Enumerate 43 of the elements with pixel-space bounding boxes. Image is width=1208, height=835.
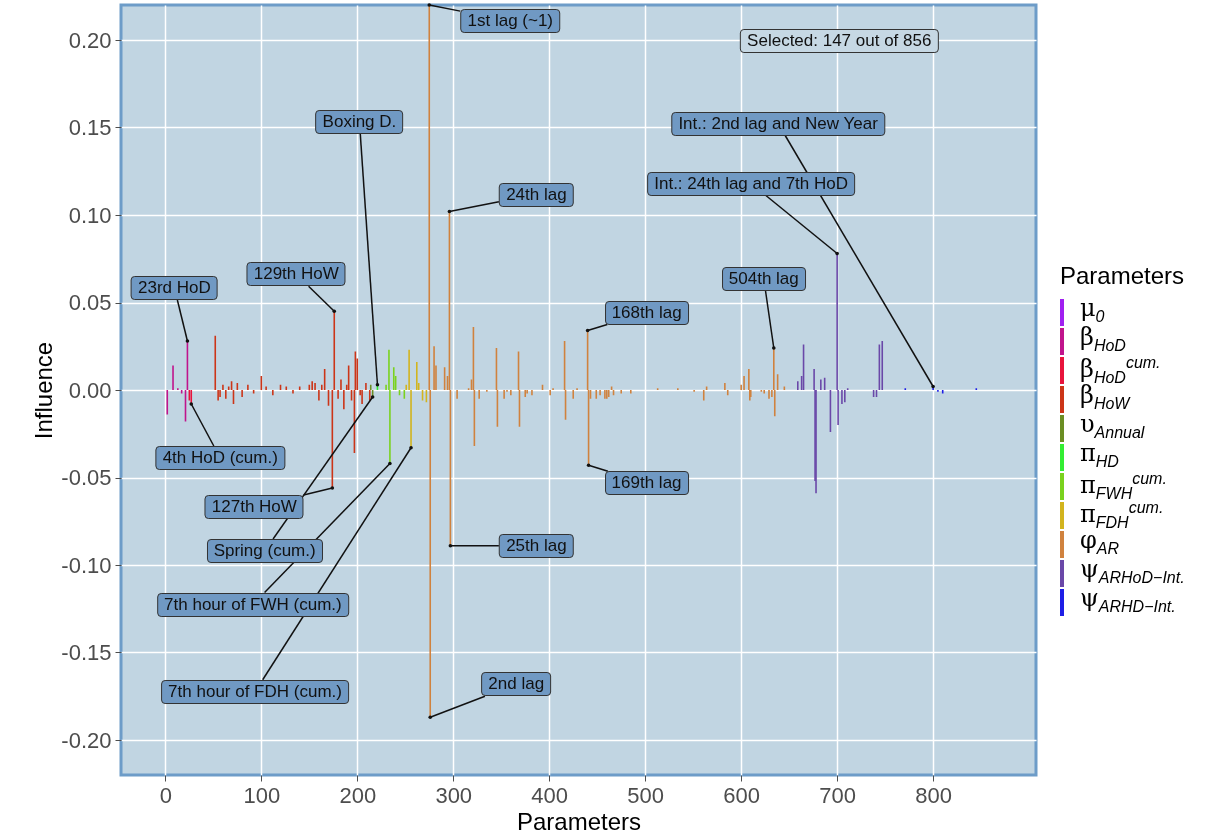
y-tick-label: 0.15 xyxy=(68,115,112,140)
annotation: 1st lag (~1) xyxy=(460,9,561,33)
annotation: Int.: 2nd lag and New Year xyxy=(671,111,885,136)
annotation: 127th HoW xyxy=(204,495,304,519)
y-axis-title: Influence xyxy=(30,341,58,440)
y-tick-label: -0.20 xyxy=(61,727,112,753)
y-tick-label: 0.20 xyxy=(68,27,112,53)
annotation: 24th lag xyxy=(499,182,574,207)
annotation: 7th hour of FWH (cum.) xyxy=(157,592,349,617)
legend-label: μ$_{0}$ xyxy=(1080,294,1105,325)
annotation: 129th HoW xyxy=(246,262,346,287)
x-tick-label: 200 xyxy=(339,782,377,808)
annotation: 23rd HoD xyxy=(131,276,218,300)
annotation: 25th lag xyxy=(499,533,574,558)
legend-title: Parameters xyxy=(1060,262,1185,290)
x-tick-label: 700 xyxy=(819,782,856,808)
x-tick-label: 300 xyxy=(435,782,473,808)
annotation: 4th HoD (cum.) xyxy=(155,446,285,470)
annotation: 7th hour of FDH (cum.) xyxy=(161,679,349,704)
x-tick-label: 600 xyxy=(723,782,761,808)
legend-label: υ$_{Annual}$ xyxy=(1080,410,1145,441)
annotation: Boxing D. xyxy=(315,109,404,134)
x-axis-title: Parameters xyxy=(516,807,642,835)
x-tick-label: 500 xyxy=(627,782,665,808)
y-tick-label: 0.05 xyxy=(68,290,112,315)
x-tick-label: 0 xyxy=(159,782,172,808)
annotation: Selected: 147 out of 856 xyxy=(740,29,939,53)
y-tick-label: -0.10 xyxy=(61,552,112,578)
y-tick-label: -0.15 xyxy=(61,640,112,665)
annotation: Spring (cum.) xyxy=(206,539,323,563)
legend-label: β$_{HoD}$ xyxy=(1080,323,1126,354)
annotation: 169th lag xyxy=(604,471,689,496)
annotation: 2nd lag xyxy=(481,672,552,697)
annotation: 504th lag xyxy=(721,267,806,291)
y-tick-label: 0.10 xyxy=(68,202,112,228)
annotation: Int.: 24th lag and 7th HoD xyxy=(647,171,855,196)
legend-label: π$_{HD}$ xyxy=(1080,439,1119,470)
y-tick-label: 0.00 xyxy=(68,377,112,403)
y-tick-label: -0.05 xyxy=(61,465,112,490)
x-tick-label: 100 xyxy=(243,782,281,808)
x-tick-label: 800 xyxy=(915,782,952,808)
annotation: 168th lag xyxy=(604,300,689,325)
x-tick-label: 400 xyxy=(531,782,569,808)
